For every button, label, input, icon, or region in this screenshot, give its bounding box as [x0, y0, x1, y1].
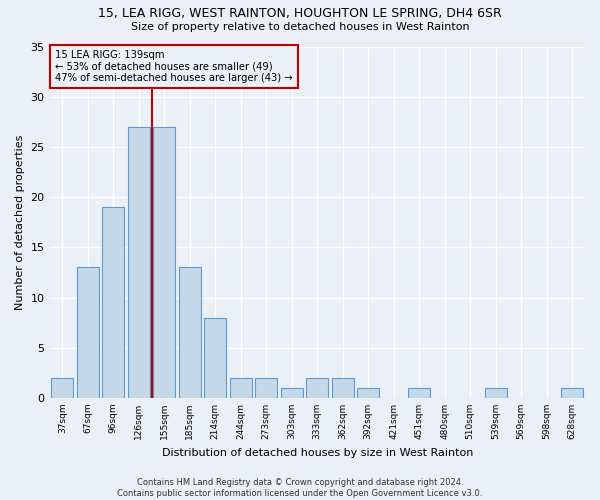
Bar [230, 378, 251, 398]
Text: 15 LEA RIGG: 139sqm
← 53% of detached houses are smaller (49)
47% of semi-detach: 15 LEA RIGG: 139sqm ← 53% of detached ho… [55, 50, 293, 83]
Bar [77, 268, 98, 398]
Bar [358, 388, 379, 398]
Text: 15, LEA RIGG, WEST RAINTON, HOUGHTON LE SPRING, DH4 6SR: 15, LEA RIGG, WEST RAINTON, HOUGHTON LE … [98, 8, 502, 20]
Bar [307, 378, 328, 398]
Bar [281, 388, 302, 398]
Bar [485, 388, 506, 398]
X-axis label: Distribution of detached houses by size in West Rainton: Distribution of detached houses by size … [161, 448, 473, 458]
Bar [205, 318, 226, 398]
Bar [409, 388, 430, 398]
Bar [179, 268, 200, 398]
Y-axis label: Number of detached properties: Number of detached properties [15, 134, 25, 310]
Bar [128, 127, 149, 398]
Bar [562, 388, 583, 398]
Bar [52, 378, 73, 398]
Bar [332, 378, 353, 398]
Text: Contains HM Land Registry data © Crown copyright and database right 2024.
Contai: Contains HM Land Registry data © Crown c… [118, 478, 482, 498]
Bar [256, 378, 277, 398]
Text: Size of property relative to detached houses in West Rainton: Size of property relative to detached ho… [131, 22, 469, 32]
Bar [154, 127, 175, 398]
Bar [103, 207, 124, 398]
